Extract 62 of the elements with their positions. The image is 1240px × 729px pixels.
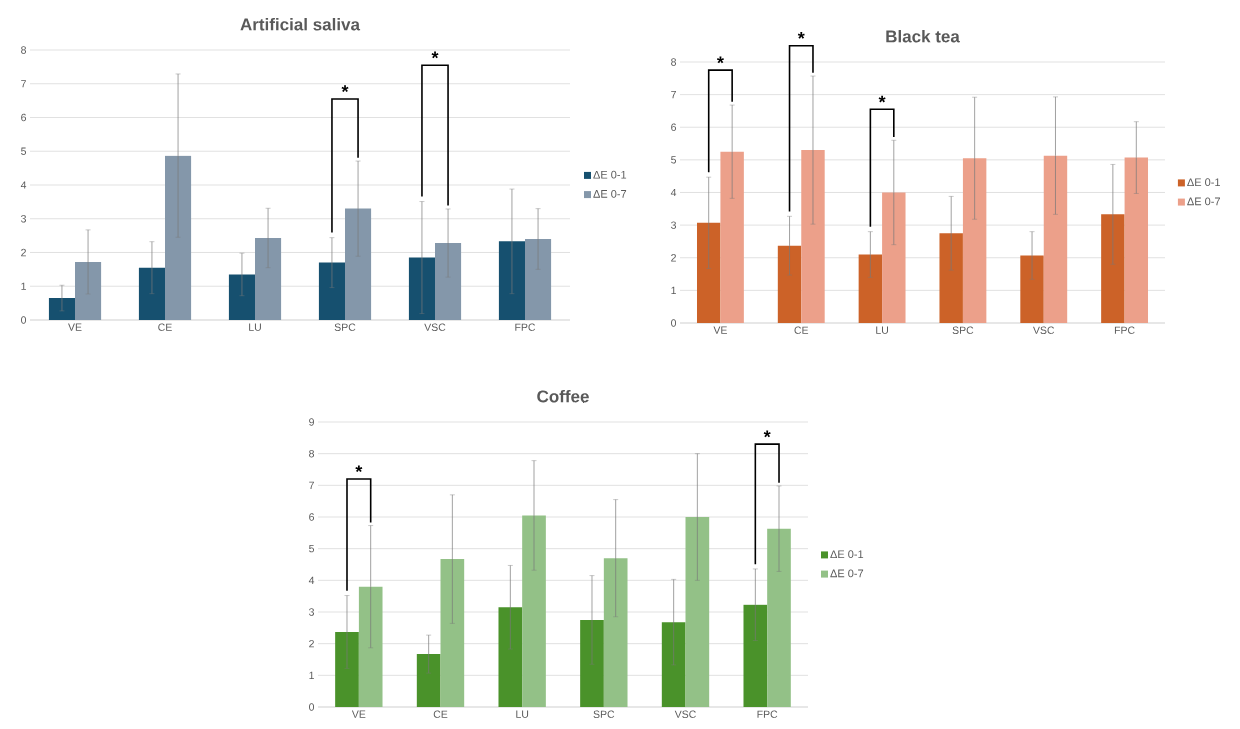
x-tick-label: FPC [757, 710, 778, 718]
y-tick-label: 3 [309, 608, 315, 616]
y-tick-label: 0 [21, 316, 27, 324]
y-tick-label: 8 [21, 46, 27, 54]
y-tick-label: 1 [671, 286, 676, 294]
x-tick-label: FPC [1114, 326, 1135, 334]
x-tick-label: VE [351, 710, 366, 718]
chart-title: Black tea [886, 29, 960, 43]
y-tick-label: 7 [671, 91, 676, 99]
y-tick-label: 0 [671, 319, 677, 327]
y-tick-label: 7 [21, 80, 26, 88]
x-tick-label: SPC [593, 710, 615, 718]
y-tick-label: 2 [671, 254, 676, 262]
chart-title: Coffee [537, 389, 589, 403]
y-tick-label: 2 [21, 248, 26, 257]
y-tick-label: 5 [21, 147, 27, 155]
x-tick-label: VE [713, 326, 727, 334]
y-tick-label: 6 [21, 113, 27, 122]
x-tick-label: CE [158, 323, 172, 331]
annotation: * [716, 56, 724, 64]
annotation: * [878, 95, 886, 103]
x-tick-label: LU [249, 323, 261, 331]
text: * [797, 32, 805, 39]
legend-label: ΔE 0-1 [830, 550, 864, 559]
annotation: * [341, 85, 349, 93]
y-tick-label: 3 [671, 221, 677, 229]
annotation: * [431, 51, 439, 59]
x-tick-label: SPC [952, 326, 974, 334]
legend-label: ΔE 0-7 [1187, 197, 1220, 206]
y-tick-label: 6 [671, 123, 677, 131]
y-tick-label: 6 [309, 513, 315, 521]
legend-label: ΔE 0-7 [593, 190, 627, 198]
x-tick-label: VE [68, 323, 82, 331]
y-tick-label: 4 [670, 188, 677, 197]
y-tick-label: 8 [671, 58, 677, 66]
y-tick-label: 3 [21, 215, 27, 223]
y-tick-label: 9 [309, 418, 314, 426]
y-tick-label: 0 [309, 703, 315, 711]
legend-label: ΔE 0-1 [1187, 178, 1220, 187]
x-tick-label: CE [433, 710, 448, 718]
y-tick-label: 7 [309, 481, 314, 489]
x-tick-label: SPC [334, 323, 356, 331]
legend-label: ΔE 0-1 [593, 170, 627, 179]
y-tick-label: 1 [309, 671, 314, 679]
x-tick-label: LU [516, 710, 529, 718]
y-tick-label: 5 [309, 545, 315, 553]
x-tick-label: VSC [674, 710, 696, 718]
y-tick-label: 8 [309, 449, 315, 458]
y-tick-label: 4 [308, 576, 315, 584]
y-tick-label: 1 [21, 282, 26, 290]
y-tick-label: 4 [20, 181, 27, 189]
x-tick-label: LU [876, 326, 888, 334]
chart-title: Artificial saliva [240, 17, 361, 31]
annotation: * [763, 430, 771, 438]
legend-label: ΔE 0-7 [830, 569, 864, 578]
annotation: * [355, 465, 363, 473]
x-tick-label: CE [794, 326, 809, 334]
y-tick-label: 5 [671, 156, 677, 164]
x-tick-label: VSC [1033, 326, 1055, 334]
y-tick-label: 2 [309, 640, 314, 648]
x-tick-label: VSC [424, 323, 446, 331]
x-tick-label: FPC [515, 323, 536, 331]
